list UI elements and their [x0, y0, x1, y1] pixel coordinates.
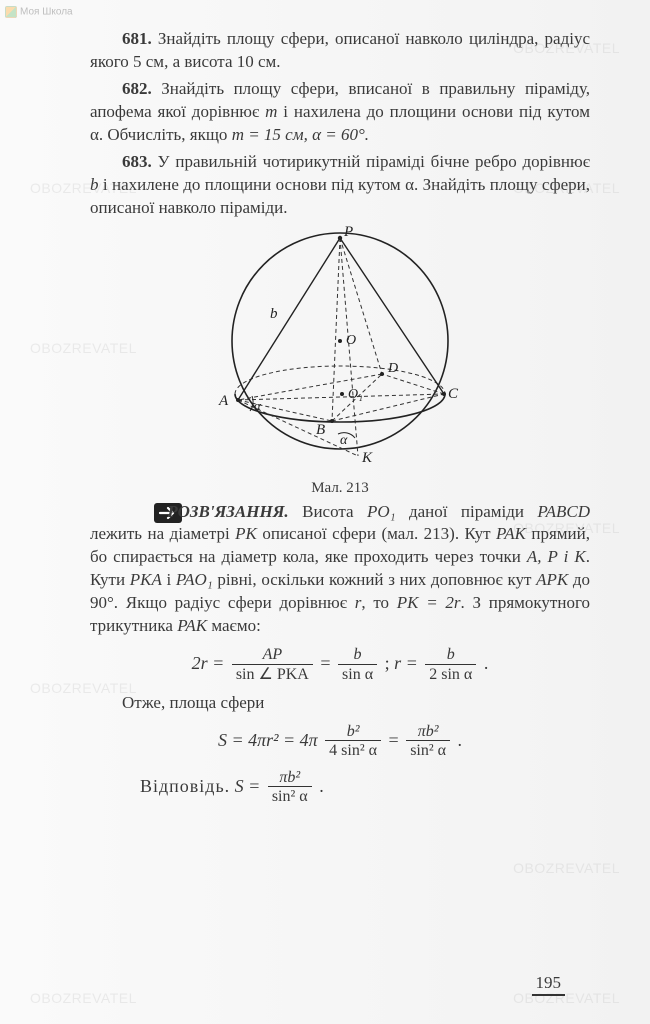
sol-text: рівні, оскільки кожний з них до­повнює к… — [213, 570, 536, 589]
label-O: O — [346, 333, 356, 348]
label-K: K — [361, 450, 373, 466]
var: PABCD — [537, 502, 590, 521]
solution-continue: Отже, площа сфери — [90, 692, 590, 715]
problem-text: і нахилене до площини основи під кутом α… — [90, 175, 590, 217]
var: PK — [235, 524, 257, 543]
var-b: b — [90, 175, 99, 194]
var: PAO₁ — [176, 570, 213, 589]
label-alpha: α — [340, 433, 348, 448]
label-A: A — [218, 393, 229, 409]
var: PAK — [177, 616, 207, 635]
var: APK — [536, 570, 568, 589]
watermark: OBOZREVATEL — [513, 860, 620, 876]
label-B: B — [316, 422, 325, 438]
var-m: m — [265, 102, 277, 121]
label-C: C — [448, 386, 459, 402]
problem-682: 682. Знайдіть площу сфери, вписаної в пр… — [90, 78, 590, 147]
textbook-page: Моя Школа OBOZREVATEL OBOZREVATEL OBOZRE… — [0, 0, 650, 1024]
sol-text: , то — [361, 593, 396, 612]
problem-text: Знайдіть площу сфери, описаної навколо ц… — [90, 29, 590, 71]
figure-caption: Мал. 213 — [90, 480, 590, 497]
label-D: D — [387, 361, 398, 376]
var: PAK — [496, 524, 526, 543]
var: PK = 2r — [397, 593, 461, 612]
label-alpha-A: α — [254, 398, 262, 413]
sol-text: описаної сфери (мал. 213). Кут — [257, 524, 496, 543]
solution-paragraph: РОЗВ'ЯЗАННЯ. Висота PO₁ даної піраміди P… — [90, 501, 590, 639]
page-number: 195 — [532, 973, 566, 996]
label-O1: O₁ — [348, 387, 363, 402]
problem-text: У правильній чотирикутній піраміді бічне… — [158, 152, 590, 171]
sol-text: лежить на діаметрі — [90, 524, 235, 543]
sol-text: Висота — [289, 502, 367, 521]
answer-label: Відповідь. — [140, 776, 230, 796]
figure-213: P b O D A C O₁ B α α K Мал. 213 — [90, 226, 590, 497]
var-values: m = 15 см, α = 60°. — [232, 125, 369, 144]
logo-icon — [5, 6, 17, 18]
var: PO₁ — [367, 502, 396, 521]
var: PKA — [130, 570, 162, 589]
answer-line: Відповідь. S = πb²sin² α . — [90, 769, 590, 807]
label-P: P — [343, 226, 353, 240]
arrow-icon — [122, 503, 150, 523]
label-b: b — [270, 306, 278, 322]
watermark: OBOZREVATEL — [30, 990, 137, 1006]
problem-683: 683. У правильній чотирикутній піраміді … — [90, 151, 590, 220]
formula-S: S = 4πr² = 4π b²4 sin² α = πb²sin² α . — [90, 723, 590, 761]
problem-number: 682. — [122, 79, 152, 98]
watermark: OBOZREVATEL — [513, 990, 620, 1006]
sol-text: даної піраміди — [396, 502, 538, 521]
sol-text: і — [162, 570, 176, 589]
var: A, P i K — [527, 547, 586, 566]
sol-text: маємо: — [207, 616, 261, 635]
header-watermark: Моя Школа — [5, 6, 73, 18]
problem-681: 681. Знайдіть площу сфери, описаної навк… — [90, 28, 590, 74]
problem-number: 683. — [122, 152, 152, 171]
solution-label: РОЗВ'ЯЗАННЯ. — [167, 502, 288, 521]
formula-2r: 2r = APsin ∠ PKA = bsin α ; r = b2 sin α… — [90, 646, 590, 684]
problem-number: 681. — [122, 29, 152, 48]
sphere-pyramid-diagram: P b O D A C O₁ B α α K — [210, 226, 470, 476]
